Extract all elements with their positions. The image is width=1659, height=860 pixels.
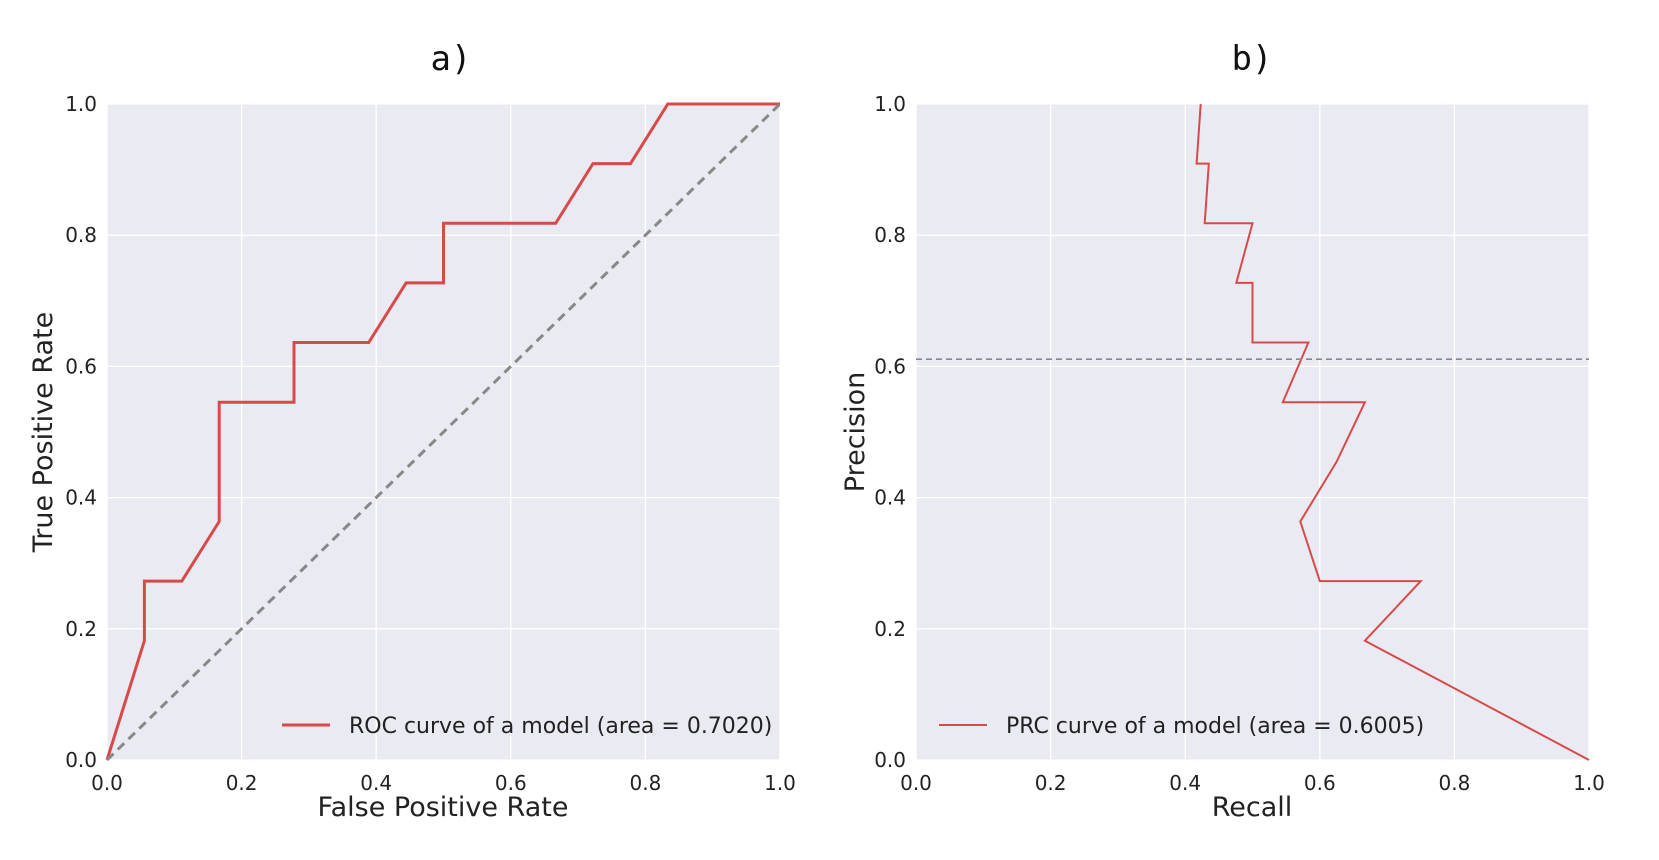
roc-x-axis-label: False Positive Rate <box>318 792 569 823</box>
prc-y-tick-label: 0.2 <box>874 617 906 641</box>
roc-y-tick-label: 0.6 <box>65 354 97 378</box>
prc-x-tick-label: 0.4 <box>1169 771 1201 795</box>
prc-grid <box>915 103 1590 761</box>
roc-x-tick-label: 1.0 <box>764 771 796 795</box>
roc-y-tick-label: 0.0 <box>65 748 97 772</box>
prc-x-tick-label: 0.0 <box>900 771 932 795</box>
prc-panel-title: b) <box>1232 39 1273 79</box>
prc-x-axis-label: Recall <box>1212 792 1293 823</box>
prc-y-tick-label: 0.0 <box>874 748 906 772</box>
prc-series-layer <box>916 103 1590 761</box>
prc-x-tick-label: 0.2 <box>1035 771 1067 795</box>
roc-y-tick-label: 0.4 <box>65 486 97 510</box>
roc-series-layer <box>105 102 782 762</box>
roc-y-tick-label: 1.0 <box>65 92 97 116</box>
prc-y-tick-label: 0.4 <box>874 486 906 510</box>
roc-x-tick-label: 0.6 <box>495 771 527 795</box>
prc-x-tick-label: 1.0 <box>1573 771 1605 795</box>
roc-panel-title: a) <box>431 39 472 79</box>
roc-y-tick-label: 0.2 <box>65 617 97 641</box>
prc-y-tick-label: 0.6 <box>874 354 906 378</box>
roc-panel: a) 0.0 0.2 0.4 0.6 0.8 1.0 0.0 0.2 0.4 0.6 0.8 1.0… <box>28 39 796 823</box>
roc-y-ticks: 0.0 0.2 0.4 0.6 0.8 1.0 <box>65 92 97 772</box>
prc-y-axis-label: Precision <box>840 372 871 492</box>
prc-y-tick-label: 1.0 <box>874 92 906 116</box>
roc-x-tick-label: 0.8 <box>629 771 661 795</box>
roc-x-tick-label: 0.0 <box>91 771 123 795</box>
prc-legend: PRC curve of a model (area = 0.6005) <box>939 714 1424 739</box>
roc-curve-line <box>105 102 780 761</box>
prc-y-tick-label: 0.8 <box>874 223 906 247</box>
roc-reference-line <box>105 102 782 762</box>
roc-y-axis-label: True Positive Rate <box>28 312 59 554</box>
roc-legend-label: ROC curve of a model (area = 0.7020) <box>349 714 772 739</box>
roc-y-tick-label: 0.8 <box>65 223 97 247</box>
prc-x-tick-label: 0.8 <box>1438 771 1470 795</box>
prc-x-ticks: 0.0 0.2 0.4 0.6 0.8 1.0 <box>900 771 1605 795</box>
roc-x-tick-label: 0.4 <box>360 771 392 795</box>
prc-y-ticks: 0.0 0.2 0.4 0.6 0.8 1.0 <box>874 92 906 772</box>
prc-x-tick-label: 0.6 <box>1304 771 1336 795</box>
roc-x-ticks: 0.0 0.2 0.4 0.6 0.8 1.0 <box>91 771 796 795</box>
prc-curve-line <box>1195 103 1590 761</box>
roc-x-tick-label: 0.2 <box>226 771 258 795</box>
prc-plot-area <box>916 104 1589 760</box>
prc-legend-label: PRC curve of a model (area = 0.6005) <box>1006 714 1424 739</box>
roc-legend: ROC curve of a model (area = 0.7020) <box>282 714 772 739</box>
prc-panel: b) 0.0 0.2 0.4 0.6 0.8 1.0 0.0 0.2 0.4 0.6 0.8 1.0… <box>840 39 1605 823</box>
